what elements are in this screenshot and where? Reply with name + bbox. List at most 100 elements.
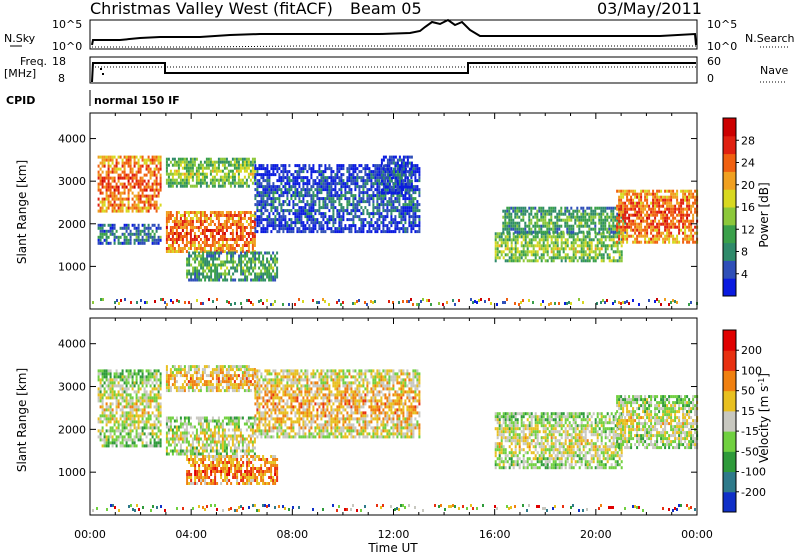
velocity-echo-cell <box>107 378 110 382</box>
power-echo-cell <box>125 206 128 210</box>
power-echo-cell <box>596 253 599 257</box>
power-echo-cell <box>566 241 569 245</box>
power-echo-cell <box>510 218 513 222</box>
power-echo-cell <box>141 229 144 233</box>
power-echo-cell <box>582 256 585 260</box>
power-echo-cell <box>560 238 563 242</box>
power-echo-cell <box>151 194 154 198</box>
power-echo-cell <box>602 224 605 228</box>
power-echo-cell <box>175 211 178 214</box>
power-echo-cell <box>406 212 409 216</box>
power-echo-cell <box>396 227 399 231</box>
power-echo-cell <box>546 250 549 254</box>
power-echo-cell <box>326 227 329 231</box>
power-echo-cell <box>147 238 150 242</box>
power-echo-cell <box>670 189 673 193</box>
power-echo-cell <box>145 161 148 165</box>
power-echo-cell <box>223 160 226 164</box>
power-echo-cell <box>252 278 255 282</box>
power-echo-cell <box>626 225 629 229</box>
power-ground-cell <box>116 299 118 302</box>
power-echo-cell <box>394 161 397 165</box>
power-ground-cell <box>654 300 656 303</box>
power-echo-cell <box>634 204 637 208</box>
power-echo-cell <box>520 241 523 245</box>
power-echo-cell <box>622 210 625 214</box>
power-echo-cell <box>197 235 200 238</box>
power-echo-cell <box>191 178 194 182</box>
power-echo-cell <box>312 167 315 171</box>
velocity-echo-cell <box>103 393 106 397</box>
power-echo-band <box>616 189 699 244</box>
power-echo-cell <box>208 278 211 282</box>
power-echo-cell <box>550 209 553 213</box>
power-ground-cell <box>422 298 424 301</box>
power-echo-cell <box>272 212 275 216</box>
power-echo-cell <box>358 185 361 189</box>
power-echo-cell <box>542 215 545 219</box>
power-echo-cell <box>624 219 627 223</box>
power-echo-cell <box>564 241 567 245</box>
power-echo-cell <box>213 223 216 226</box>
power-echo-cell <box>276 224 279 228</box>
power-echo-cell <box>97 235 100 239</box>
power-echo-cell <box>336 215 339 219</box>
power-echo-cell <box>334 185 337 189</box>
power-echo-cell <box>235 232 238 235</box>
power-echo-cell <box>266 197 269 201</box>
power-echo-cell <box>406 164 409 168</box>
power-echo-cell <box>221 184 224 188</box>
power-echo-cell <box>580 259 583 263</box>
power-echo-cell <box>284 188 287 192</box>
power-echo-cell <box>606 218 609 222</box>
power-echo-cell <box>362 221 365 225</box>
power-echo-cell <box>394 170 397 174</box>
power-ground-cell <box>270 303 272 306</box>
power-echo-cell <box>510 256 513 260</box>
velocity-echo-cell <box>117 390 120 394</box>
power-echo-cell <box>191 226 194 229</box>
power-echo-cell <box>544 247 547 251</box>
power-echo-cell <box>352 164 355 168</box>
power-echo-cell <box>408 191 411 195</box>
power-echo-cell <box>552 241 555 245</box>
power-echo-cell <box>155 182 158 186</box>
power-echo-cell <box>534 259 537 263</box>
power-echo-cell <box>159 179 162 183</box>
power-echo-cell <box>318 179 321 183</box>
power-echo-cell <box>123 176 126 180</box>
power-echo-cell <box>542 221 545 225</box>
power-echo-cell <box>620 201 623 205</box>
power-echo-cell <box>252 269 255 273</box>
power-echo-cell <box>612 241 615 245</box>
power-echo-cell <box>282 218 285 222</box>
power-echo-cell <box>300 176 303 180</box>
power-echo-cell <box>210 278 213 282</box>
power-echo-cell <box>594 247 597 251</box>
velocity-echo-cell <box>99 435 102 439</box>
power-echo-cell <box>237 217 240 220</box>
power-echo-cell <box>520 206 523 210</box>
power-echo-cell <box>610 209 613 213</box>
power-echo-cell <box>151 158 154 162</box>
power-echo-cell <box>380 158 383 162</box>
power-echo-cell <box>346 170 349 174</box>
power-echo-cell <box>159 158 162 162</box>
power-echo-cell <box>268 269 271 273</box>
power-echo-cell <box>384 176 387 180</box>
power-echo-cell <box>217 163 220 167</box>
power-echo-cell <box>196 272 199 276</box>
power-echo-cell <box>612 238 615 242</box>
power-echo-cell <box>312 182 315 186</box>
power-ground-cell <box>176 299 178 302</box>
power-echo-cell <box>256 188 259 192</box>
power-echo-cell <box>314 212 317 216</box>
power-echo-cell <box>330 188 333 192</box>
power-echo-cell <box>560 256 563 260</box>
power-echo-cell <box>612 230 615 234</box>
power-echo-cell <box>276 185 279 189</box>
power-echo-cell <box>512 256 515 260</box>
power-echo-cell <box>674 222 677 226</box>
power-echo-cell <box>338 200 341 204</box>
power-echo-cell <box>320 224 323 228</box>
